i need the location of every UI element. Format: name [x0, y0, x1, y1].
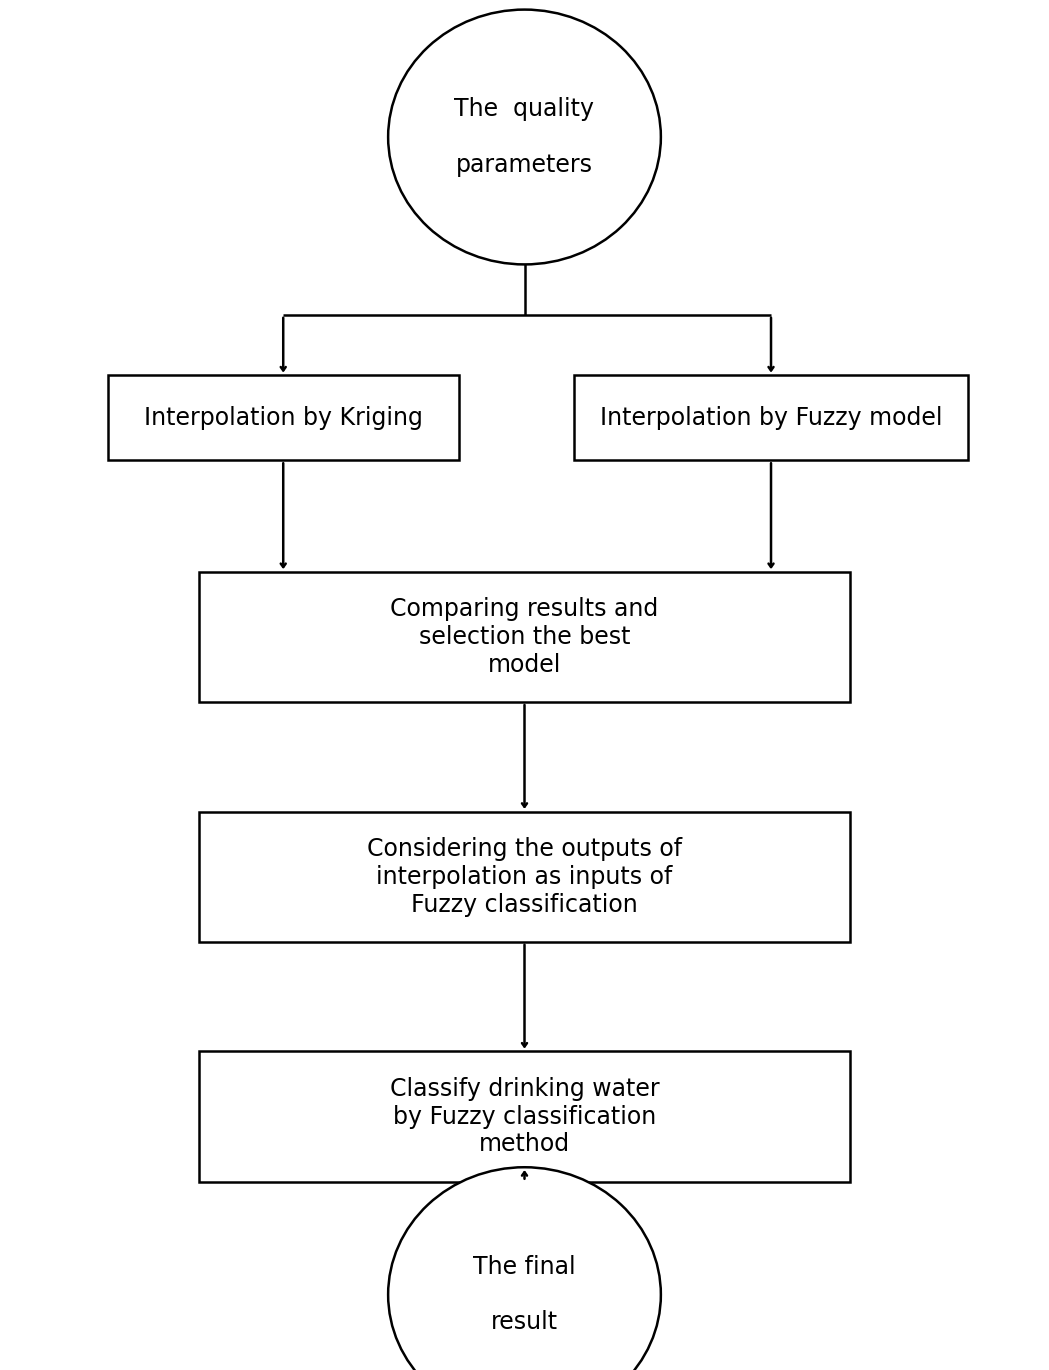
Text: Interpolation by Kriging: Interpolation by Kriging [144, 406, 423, 430]
FancyBboxPatch shape [199, 571, 850, 701]
Ellipse shape [388, 1167, 661, 1370]
Text: The final

result: The final result [473, 1255, 576, 1334]
Text: Considering the outputs of
interpolation as inputs of
Fuzzy classification: Considering the outputs of interpolation… [367, 837, 682, 917]
Text: Interpolation by Fuzzy model: Interpolation by Fuzzy model [600, 406, 942, 430]
Ellipse shape [388, 10, 661, 264]
FancyBboxPatch shape [575, 375, 968, 460]
Text: The  quality

parameters: The quality parameters [454, 97, 595, 177]
Text: Classify drinking water
by Fuzzy classification
method: Classify drinking water by Fuzzy classif… [389, 1077, 660, 1156]
FancyBboxPatch shape [199, 811, 850, 943]
FancyBboxPatch shape [107, 375, 459, 460]
Text: Comparing results and
selection the best
model: Comparing results and selection the best… [390, 597, 659, 677]
FancyBboxPatch shape [199, 1052, 850, 1181]
